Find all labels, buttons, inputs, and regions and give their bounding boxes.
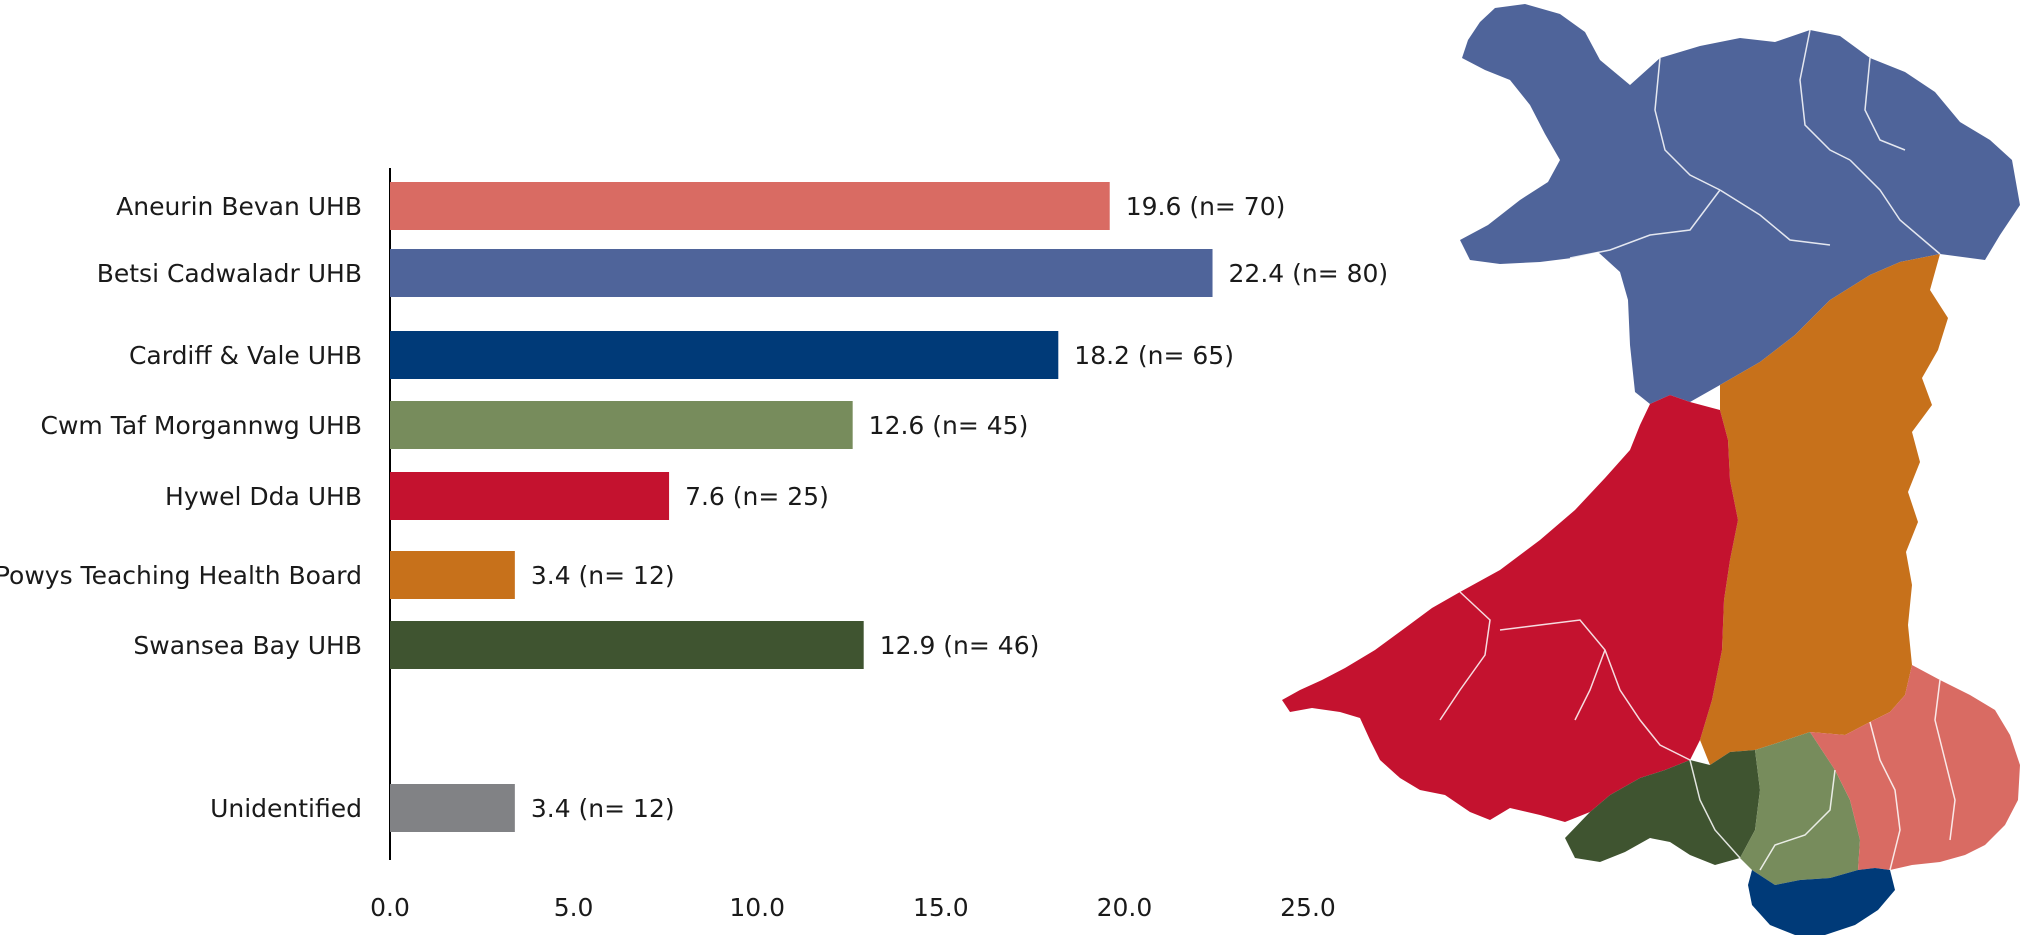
value-label-7: 3.4 (n= 12) bbox=[531, 794, 675, 823]
x-tick-label-3: 15.0 bbox=[913, 893, 969, 922]
value-label-3: 12.6 (n= 45) bbox=[869, 411, 1029, 440]
value-label-6: 12.9 (n= 46) bbox=[880, 631, 1040, 660]
x-tick-label-5: 25.0 bbox=[1280, 893, 1336, 922]
bar-0 bbox=[390, 182, 1110, 230]
category-label-1: Betsi Cadwaladr UHB bbox=[97, 259, 362, 288]
x-tick-label-4: 20.0 bbox=[1097, 893, 1153, 922]
value-label-4: 7.6 (n= 25) bbox=[685, 482, 829, 511]
bar-2 bbox=[390, 331, 1059, 379]
value-label-1: 22.4 (n= 80) bbox=[1229, 259, 1389, 288]
bar-3 bbox=[390, 401, 853, 449]
bar-1 bbox=[390, 249, 1213, 297]
x-tick-label-0: 0.0 bbox=[370, 893, 410, 922]
bar-5 bbox=[390, 551, 515, 599]
map-region-swansea-bay bbox=[1565, 750, 1760, 865]
map-boundaries bbox=[1439, 29, 1956, 871]
map-region-hywel-dda bbox=[1282, 395, 1738, 822]
x-tick-label-1: 5.0 bbox=[554, 893, 594, 922]
category-label-4: Hywel Dda UHB bbox=[165, 482, 362, 511]
category-label-7: Unidentified bbox=[210, 794, 362, 823]
wales-health-board-map bbox=[1282, 4, 2020, 935]
value-label-5: 3.4 (n= 12) bbox=[531, 561, 675, 590]
bar-chart: Aneurin Bevan UHB 19.6 (n= 70) Betsi Cadwa… bbox=[0, 168, 1388, 922]
x-tick-label-2: 10.0 bbox=[729, 893, 785, 922]
bar-4 bbox=[390, 472, 670, 520]
bar-6 bbox=[390, 621, 864, 669]
map-region-powys bbox=[1700, 254, 1948, 765]
value-label-2: 18.2 (n= 65) bbox=[1074, 341, 1234, 370]
category-label-5: Powys Teaching Health Board bbox=[0, 561, 362, 590]
value-label-0: 19.6 (n= 70) bbox=[1126, 192, 1286, 221]
category-label-6: Swansea Bay UHB bbox=[133, 631, 362, 660]
map-region-cwm-taf bbox=[1740, 732, 1860, 885]
bars-layer: Aneurin Bevan UHB 19.6 (n= 70) Betsi Cadwa… bbox=[0, 182, 1388, 922]
category-label-3: Cwm Taf Morgannwg UHB bbox=[41, 411, 363, 440]
map-region-aneurin-bevan bbox=[1810, 665, 2020, 870]
category-label-2: Cardiff & Vale UHB bbox=[129, 341, 362, 370]
map-region-betsi-cadwaladr bbox=[1460, 4, 2020, 404]
bar-7 bbox=[390, 784, 515, 832]
map-region-cardiff-vale bbox=[1748, 868, 1895, 935]
category-label-0: Aneurin Bevan UHB bbox=[116, 192, 362, 221]
